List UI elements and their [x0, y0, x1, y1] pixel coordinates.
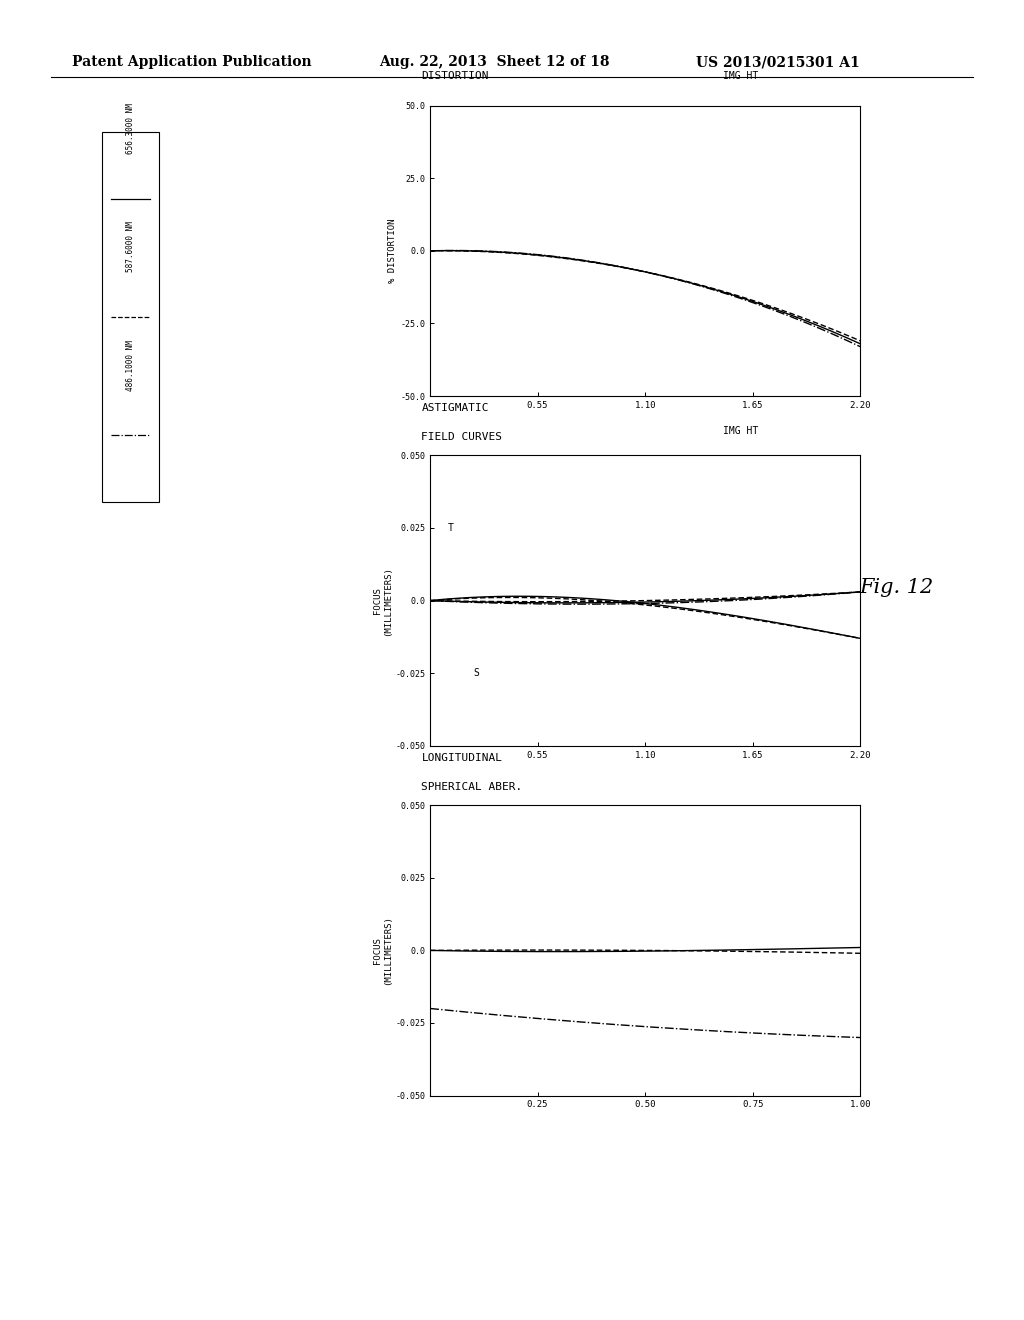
- Text: LONGITUDINAL: LONGITUDINAL: [422, 752, 503, 763]
- Text: US 2013/0215301 A1: US 2013/0215301 A1: [696, 55, 860, 70]
- Text: ASTIGMATIC: ASTIGMATIC: [422, 403, 489, 413]
- Text: SPHERICAL ABER.: SPHERICAL ABER.: [422, 781, 522, 792]
- Text: IMG HT: IMG HT: [723, 426, 758, 437]
- Text: 486.1000 NM: 486.1000 NM: [126, 339, 135, 391]
- Text: Aug. 22, 2013  Sheet 12 of 18: Aug. 22, 2013 Sheet 12 of 18: [379, 55, 609, 70]
- Text: T: T: [447, 523, 454, 533]
- Text: 656.3000 NM: 656.3000 NM: [126, 103, 135, 154]
- Y-axis label: % DISTORTION: % DISTORTION: [388, 219, 397, 282]
- Text: S: S: [473, 668, 479, 678]
- Y-axis label: FOCUS
(MILLIMETERS): FOCUS (MILLIMETERS): [373, 916, 392, 985]
- Text: 587.6000 NM: 587.6000 NM: [126, 222, 135, 272]
- Text: DISTORTION: DISTORTION: [422, 71, 489, 81]
- Y-axis label: FOCUS
(MILLIMETERS): FOCUS (MILLIMETERS): [373, 566, 392, 635]
- Text: Patent Application Publication: Patent Application Publication: [72, 55, 311, 70]
- Text: FIELD CURVES: FIELD CURVES: [422, 432, 503, 442]
- Text: Fig. 12: Fig. 12: [859, 578, 933, 597]
- Text: IMG HT: IMG HT: [723, 71, 758, 81]
